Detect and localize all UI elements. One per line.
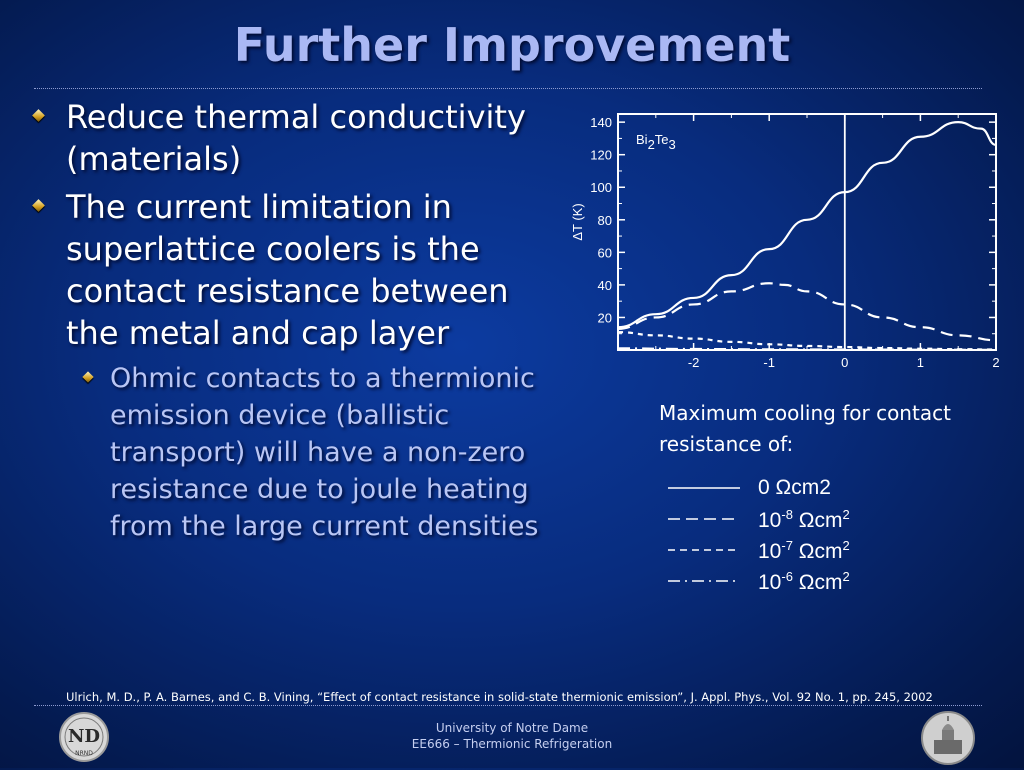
y-tick-label: 40: [598, 278, 612, 293]
legend-entry: 10-7 Ωcm2: [668, 538, 968, 569]
dome-seal-icon: [920, 710, 976, 770]
legend-entry: 10-6 Ωcm2: [668, 569, 968, 600]
x-tick-label: 2: [992, 355, 999, 370]
legend-dashed-swatch: [668, 518, 740, 520]
bullet-diamond-icon: [32, 109, 45, 122]
svg-text:NRND: NRND: [75, 750, 93, 757]
legend-label: 10-6 Ωcm2: [758, 569, 850, 594]
series-line-dash-dot: [617, 347, 997, 351]
y-axis-label: ΔT (K): [570, 203, 585, 240]
series-line-dashed: [617, 282, 997, 342]
title-divider: [34, 88, 982, 89]
chart-legend: 0 Ωcm2 10-8 Ωcm2 10-7 Ωcm2 10-6 Ωcm2: [668, 476, 968, 600]
sub-bullet-diamond-icon: [82, 371, 94, 383]
citation: Ulrich, M. D., P. A. Barnes, and C. B. V…: [66, 690, 933, 704]
footer-divider: [34, 705, 982, 706]
legend-short-dashed-swatch: [668, 549, 740, 551]
bullet-text: The current limitation in superlattice c…: [66, 188, 509, 352]
svg-text:ND: ND: [68, 726, 100, 747]
chart-caption: Maximum cooling for contact resistance o…: [659, 401, 951, 456]
legend-dash-dot-swatch: [668, 580, 740, 582]
footer-university: University of Notre Dame: [435, 721, 589, 735]
y-tick-label: 60: [598, 245, 612, 260]
legend-label: 10-7 Ωcm2: [758, 538, 850, 563]
chart-svg: 20 40 60 80 100 120 140 -2 -1 0 1 2 ΔT (K) Bi2Te3: [570, 113, 1000, 370]
nd-seal-icon: ND NRND: [58, 711, 110, 767]
bullet-diamond-icon: [32, 199, 45, 212]
series-line-short-dashed: [617, 330, 997, 351]
x-tick-label: -1: [763, 355, 775, 370]
footer: University of Notre Dame EE666 – Thermio…: [0, 720, 1024, 752]
y-tick-label: 140: [590, 115, 612, 130]
material-annotation: Bi2Te3: [636, 132, 676, 152]
legend-entry: 10-8 Ωcm2: [668, 507, 968, 538]
x-tick-label: -2: [688, 355, 700, 370]
legend-solid-swatch: [668, 487, 740, 489]
slide-title: Further Improvement: [233, 18, 791, 72]
x-tick-label: 1: [917, 355, 924, 370]
series-line-solid: [617, 121, 997, 329]
y-tick-label: 20: [598, 310, 612, 325]
y-tick-label: 100: [590, 180, 612, 195]
legend-entry: 0 Ωcm2: [668, 476, 968, 507]
bullet-text: Reduce thermal conductivity (materials): [66, 98, 526, 178]
legend-label: 0 Ωcm2: [758, 476, 831, 499]
legend-label: 10-8 Ωcm2: [758, 507, 850, 532]
footer-course: EE666 – Thermionic Refrigeration: [411, 737, 613, 751]
sub-bullet-text: Ohmic contacts to a thermionic emission …: [110, 363, 539, 542]
x-tick-label: 0: [841, 355, 848, 370]
cooling-chart: 20 40 60 80 100 120 140 -2 -1 0 1 2 ΔT (K) Bi2Te3: [560, 110, 1010, 380]
y-tick-label: 120: [590, 148, 612, 163]
sub-bullet-item: Ohmic contacts to a thermionic emission …: [30, 360, 550, 545]
bullet-list: Reduce thermal conductivity (materials) …: [30, 96, 550, 545]
bullet-item: Reduce thermal conductivity (materials): [30, 96, 550, 180]
y-tick-label: 80: [598, 213, 612, 228]
bullet-item: The current limitation in superlattice c…: [30, 186, 550, 354]
